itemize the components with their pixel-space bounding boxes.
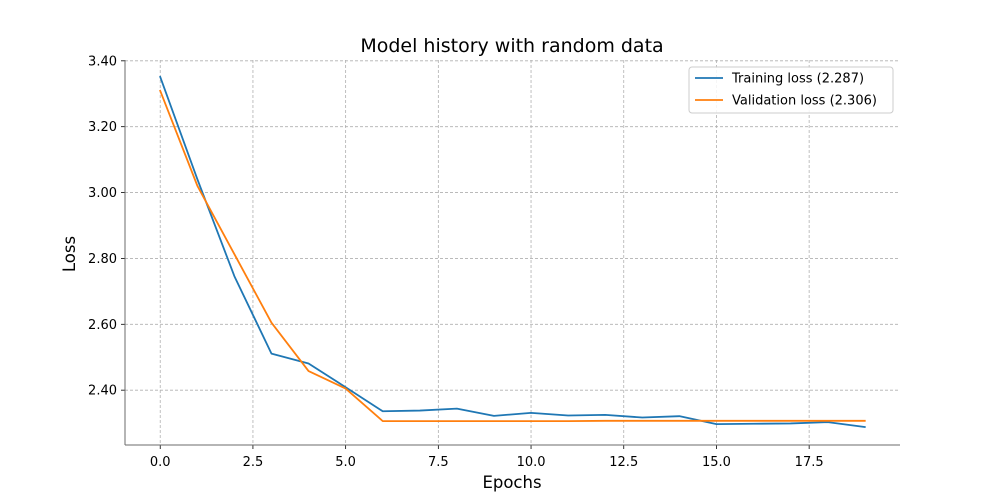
y-axis-label: Loss — [60, 236, 79, 272]
legend-label: Training loss (2.287) — [731, 72, 864, 87]
x-tick-label: 12.5 — [609, 455, 638, 470]
chart-title: Model history with random data — [360, 35, 663, 57]
x-tick-label: 17.5 — [795, 455, 824, 470]
series-line-validation-loss — [159, 89, 866, 423]
x-tick-label: 15.0 — [702, 455, 731, 470]
y-tick-label: 3.20 — [88, 120, 117, 135]
y-tick-label: 3.00 — [88, 186, 117, 201]
y-tick-label: 2.80 — [88, 252, 117, 267]
series-line-training-loss — [159, 75, 866, 429]
x-tick-label: 0.0 — [150, 455, 171, 470]
x-tick-label: 2.5 — [243, 455, 264, 470]
legend: Training loss (2.287) Validation loss (2.… — [688, 66, 894, 114]
legend-box — [688, 66, 894, 114]
y-tick-label: 2.40 — [88, 384, 117, 399]
x-tick-label: 10.0 — [517, 455, 546, 470]
x-tick-label: 7.5 — [428, 455, 449, 470]
y-tick-label: 3.40 — [88, 54, 117, 69]
grid — [125, 60, 900, 445]
axes: 0.0 2.5 5.0 7.5 10.0 12.5 15.0 17.5 2.40 2.60 2.80… — [88, 54, 900, 470]
y-tick-label: 2.60 — [88, 318, 117, 333]
x-tick-label: 5.0 — [335, 455, 356, 470]
legend-label: Validation loss (2.306) — [732, 94, 877, 109]
x-axis-label: Epochs — [482, 473, 541, 492]
series-lines — [159, 75, 866, 429]
